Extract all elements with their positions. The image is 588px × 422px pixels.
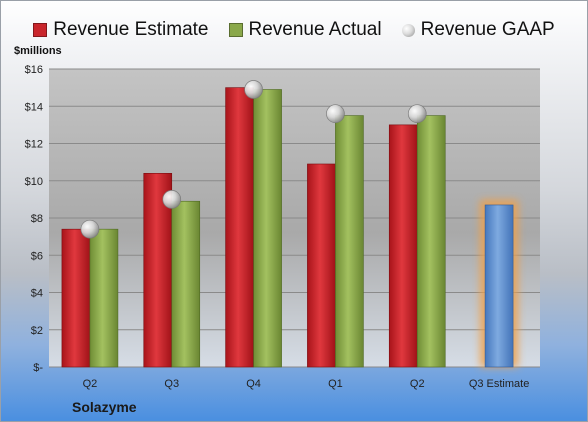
x-axis-ticks: Q2 Q3 Q4 Q1 Q2 Q3 Estimate bbox=[83, 378, 530, 390]
x-tick-label: Q3 Estimate bbox=[469, 378, 530, 390]
marker-revenue-gaap bbox=[326, 104, 345, 124]
bar-revenue-actual bbox=[89, 228, 119, 368]
y-axis-ticks: $- $2 $4 $6 $8 $10 $12 $14 $16 bbox=[25, 64, 44, 374]
y-tick-label: $14 bbox=[25, 101, 43, 113]
y-tick-label: $2 bbox=[31, 325, 43, 337]
legend-swatch-gaap bbox=[401, 23, 415, 37]
bar-revenue-estimate bbox=[307, 163, 336, 368]
bar-revenue-estimate bbox=[388, 124, 418, 368]
bars bbox=[61, 87, 519, 368]
company-name: Solazyme bbox=[72, 399, 137, 415]
marker-revenue-gaap bbox=[80, 219, 100, 239]
bar-revenue-estimate bbox=[225, 87, 254, 368]
bar-revenue-actual bbox=[253, 89, 282, 368]
y-tick-label: $10 bbox=[25, 176, 43, 188]
legend-label-estimate: Revenue Estimate bbox=[53, 19, 209, 40]
x-tick-label: Q3 bbox=[164, 378, 179, 390]
legend-item-revenue-estimate: Revenue Estimate bbox=[33, 19, 209, 41]
y-tick-label: $4 bbox=[31, 288, 43, 300]
bar-revenue-actual bbox=[171, 200, 201, 368]
marker-revenue-gaap bbox=[407, 104, 427, 124]
legend-label-actual: Revenue Actual bbox=[248, 19, 382, 40]
legend-swatch-estimate bbox=[33, 23, 48, 37]
gaap-markers bbox=[80, 80, 427, 239]
legend-swatch-actual bbox=[228, 23, 243, 37]
x-tick-label: Q2 bbox=[83, 378, 98, 390]
y-tick-label: $6 bbox=[31, 250, 43, 262]
x-tick-label: Q1 bbox=[328, 378, 343, 390]
legend-label-gaap: Revenue GAAP bbox=[420, 19, 555, 40]
bar-revenue-actual bbox=[335, 115, 364, 368]
y-tick-label: $- bbox=[33, 362, 43, 374]
x-tick-label: Q2 bbox=[410, 378, 425, 390]
bar-revenue-actual bbox=[416, 115, 446, 368]
marker-revenue-gaap bbox=[244, 80, 263, 99]
y-tick-label: $8 bbox=[31, 213, 43, 225]
bar-revenue-actual-estimate bbox=[484, 204, 514, 368]
y-tick-label: $16 bbox=[25, 64, 43, 76]
legend-item-revenue-actual: Revenue Actual bbox=[228, 19, 382, 41]
gridlines bbox=[49, 68, 540, 368]
legend: Revenue Estimate Revenue Actual Revenue … bbox=[1, 17, 587, 43]
bar-revenue-estimate bbox=[61, 228, 91, 368]
y-tick-label: $12 bbox=[25, 139, 43, 151]
marker-revenue-gaap bbox=[162, 190, 182, 209]
y-axis-label: $millions bbox=[14, 45, 62, 57]
legend-item-revenue-gaap: Revenue GAAP bbox=[401, 19, 555, 41]
x-tick-label: Q4 bbox=[246, 378, 261, 390]
